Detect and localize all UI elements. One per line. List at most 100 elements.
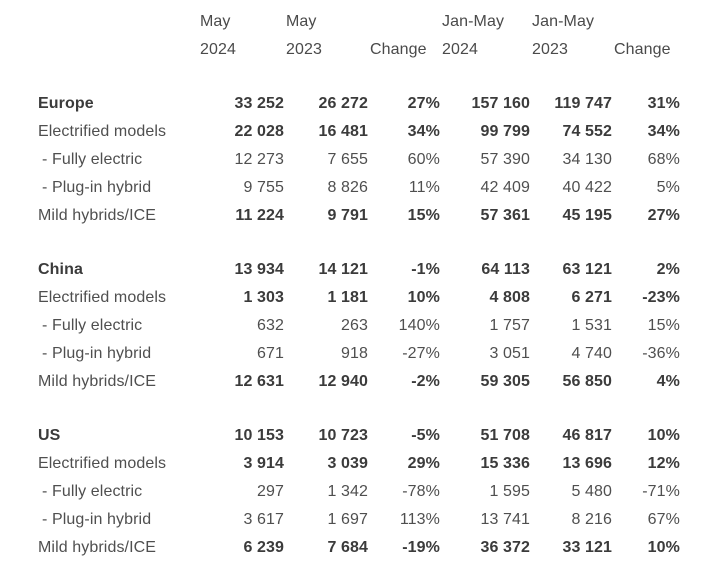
table-row-china-electrified: Electrified models 1 303 1 181 10% 4 808… [38,284,718,312]
cell-janmay-2024: 51 708 [480,427,530,444]
table-row-china-fully-electric: - Fully electric 632 263 140% 1 757 1 53… [38,312,718,340]
cell-change-janmay: -71% [642,483,680,500]
cell-janmay-2024: 64 113 [481,261,530,278]
cell-may-2023: 26 272 [318,95,368,112]
cell-janmay-2024: 1 595 [489,483,530,500]
cell-may-2024: 297 [257,483,284,500]
cell-change-may: -78% [402,483,440,500]
table-row-china-mild-hybrids: Mild hybrids/ICE 12 631 12 940 -2% 59 30… [38,368,718,396]
cell-janmay-2023: 1 531 [571,317,612,334]
cell-change-janmay: 10% [647,539,680,556]
cell-janmay-2024: 57 361 [480,207,530,224]
cell-janmay-2024: 42 409 [480,179,530,196]
cell-may-2023: 10 723 [318,427,368,444]
cell-may-2023: 3 039 [327,455,368,472]
cell-change-may: 34% [407,123,440,140]
cell-change-may: -1% [411,261,440,278]
row-label: Europe [38,95,94,112]
row-label: Mild hybrids/ICE [38,539,157,556]
cell-change-may: -27% [402,345,440,362]
cell-may-2024: 9 755 [243,179,284,196]
cell-change-may: 113% [399,511,440,528]
cell-change-may: 10% [407,289,440,306]
cell-janmay-2024: 1 757 [489,317,530,334]
table-row-europe-electrified: Electrified models 22 028 16 481 34% 99 … [38,118,718,146]
col-header-may-2024-year: 2024 [200,41,236,58]
row-label: - Fully electric [42,151,143,168]
row-label: Electrified models [38,123,167,140]
col-header-may-2024-period: May [200,13,231,30]
cell-may-2023: 9 791 [327,207,368,224]
table-row-us-fully-electric: - Fully electric 297 1 342 -78% 1 595 5 … [38,478,718,506]
col-header-change-may: Change [370,41,427,58]
cell-change-janmay: 27% [647,207,680,224]
row-label: - Plug-in hybrid [42,179,152,196]
col-header-janmay-2023-year: 2023 [532,41,568,58]
header-row-years: 2024 2023 Change 2024 2023 Change [38,36,718,64]
cell-janmay-2023: 5 480 [571,483,612,500]
col-header-change-janmay-period [612,8,680,36]
cell-may-2024: 1 303 [243,289,284,306]
cell-may-2023: 7 655 [327,151,368,168]
cell-janmay-2023: 56 850 [562,373,612,390]
cell-may-2024: 671 [257,345,284,362]
cell-may-2024: 6 239 [243,539,284,556]
table-row-china-total: China 13 934 14 121 -1% 64 113 63 121 2% [38,256,718,284]
cell-janmay-2023: 13 696 [562,455,612,472]
cell-janmay-2024: 157 160 [471,95,530,112]
section-us: US 10 153 10 723 -5% 51 708 46 817 10% E… [38,422,718,562]
cell-change-janmay: 34% [647,123,680,140]
cell-may-2023: 1 342 [327,483,368,500]
cell-change-janmay: -36% [642,345,680,362]
cell-janmay-2024: 59 305 [480,373,530,390]
cell-may-2024: 12 631 [234,373,284,390]
cell-may-2023: 12 940 [318,373,368,390]
cell-janmay-2023: 8 216 [571,511,612,528]
cell-change-may: 11% [408,179,440,196]
cell-may-2024: 11 224 [235,207,284,224]
cell-may-2024: 33 252 [234,95,284,112]
cell-may-2023: 1 181 [327,289,368,306]
table-row-europe-plugin-hybrid: - Plug-in hybrid 9 755 8 826 11% 42 409 … [38,174,718,202]
cell-may-2024: 12 273 [234,151,284,168]
cell-change-may: 140% [398,317,440,334]
cell-may-2024: 13 934 [234,261,284,278]
cell-change-janmay: 2% [656,261,680,278]
cell-change-janmay: 4% [656,373,680,390]
table-row-europe-fully-electric: - Fully electric 12 273 7 655 60% 57 390… [38,146,718,174]
col-header-may-2023-year: 2023 [286,41,322,58]
cell-change-janmay: 31% [647,95,680,112]
cell-janmay-2023: 63 121 [562,261,612,278]
row-label: Electrified models [38,289,167,306]
cell-change-may: -2% [411,373,440,390]
header-spacer [38,36,198,64]
section-europe: Europe 33 252 26 272 27% 157 160 119 747… [38,90,718,230]
cell-janmay-2024: 15 336 [480,455,530,472]
cell-janmay-2023: 6 271 [571,289,612,306]
cell-janmay-2023: 74 552 [562,123,612,140]
cell-change-janmay: 5% [656,179,680,196]
table-row-us-electrified: Electrified models 3 914 3 039 29% 15 33… [38,450,718,478]
col-header-change-may-period [368,8,440,36]
section-china: China 13 934 14 121 -1% 64 113 63 121 2%… [38,256,718,396]
cell-may-2024: 22 028 [234,123,284,140]
cell-janmay-2024: 36 372 [480,539,530,556]
cell-change-may: 29% [407,455,440,472]
col-header-janmay-2024-period: Jan-May [442,13,505,30]
cell-janmay-2024: 3 051 [489,345,530,362]
cell-may-2023: 7 684 [327,539,368,556]
cell-janmay-2023: 45 195 [562,207,612,224]
cell-janmay-2023: 34 130 [562,151,612,168]
cell-may-2023: 16 481 [318,123,368,140]
cell-may-2023: 918 [341,345,368,362]
cell-change-may: 60% [407,151,440,168]
cell-may-2024: 3 617 [243,511,284,528]
cell-janmay-2024: 57 390 [480,151,530,168]
row-label: - Fully electric [42,317,143,334]
cell-may-2023: 14 121 [318,261,368,278]
cell-janmay-2023: 40 422 [562,179,612,196]
cell-change-janmay: 15% [647,317,680,334]
table-row-china-plugin-hybrid: - Plug-in hybrid 671 918 -27% 3 051 4 74… [38,340,718,368]
cell-janmay-2024: 4 808 [489,289,530,306]
